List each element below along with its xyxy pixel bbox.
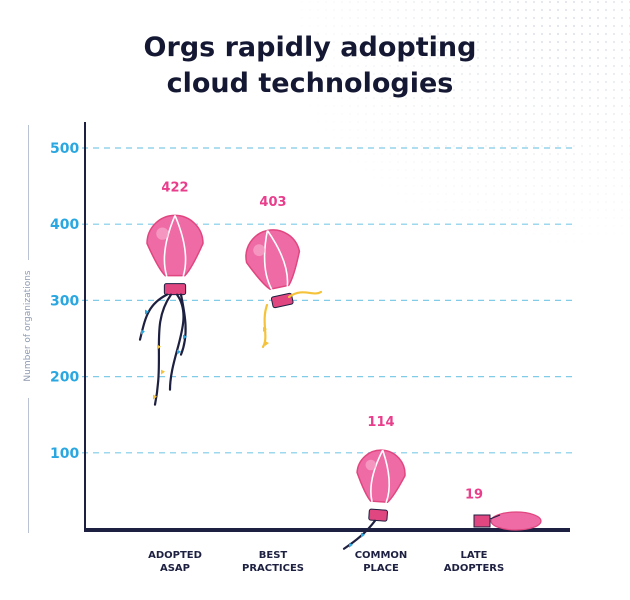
x-tick-label: BEST [259,550,288,561]
rope-flag [183,334,187,340]
balloon-highlight [365,459,377,471]
balloon-highlight [156,227,169,240]
rope-flag [177,349,181,355]
balloon-rope [168,293,185,391]
rope-flag [349,542,353,548]
balloon-envelope [356,449,406,504]
data-mark-1 [245,229,323,349]
data-mark-0 [138,214,204,406]
rope-flag [157,344,161,350]
balloon-stripe [263,230,273,290]
rope-flag [263,326,267,332]
y-tick-label: 100 [50,446,79,462]
rope-flag [145,309,149,315]
balloon-rope [138,293,169,341]
balloon-stripe [381,449,391,503]
y-axis-label-rule-top [28,125,29,260]
balloon-envelope [146,214,204,277]
balloon-basket [473,514,491,528]
chart-title-line-2: cloud technologies [166,68,454,99]
balloon-stripe [163,215,176,276]
rope-flag [161,369,165,375]
balloon-rope [179,293,187,356]
y-tick-label: 500 [50,141,79,157]
dotted-background-decoration [300,0,630,260]
balloon-rope [153,293,173,406]
chart-title-line-1: Orgs rapidly adopting [143,32,477,63]
x-tick-label: PLACE [363,563,399,574]
balloon-cord [489,514,501,520]
balloon-basket [163,283,187,296]
data-mark-2 [342,449,406,550]
balloon-envelope [245,229,301,291]
balloon-shape [245,229,301,309]
balloon-rope [261,303,269,349]
y-tick-label: 200 [50,370,79,386]
data-label: 114 [367,415,394,430]
balloon-stripe [174,215,187,276]
balloon-shape [146,214,204,296]
balloon-rope [287,290,323,299]
x-tick-label: ADOPTED [148,550,202,561]
balloon-highlight [253,244,266,257]
x-tick-label: COMMON [355,550,408,561]
y-tick-label: 400 [50,217,79,233]
balloon-envelope [490,511,542,531]
rope-flag [361,532,365,538]
y-tick-label: 300 [50,293,79,309]
chart-title: Orgs rapidly adopting cloud technologies [110,30,510,102]
balloon-stripe [266,230,289,286]
rope-flag [141,329,145,335]
x-tick-label: LATE [461,550,488,561]
rope-flag [153,394,157,400]
balloon-basket [270,292,294,309]
balloon-stripe [370,449,384,502]
data-mark-3 [473,511,542,531]
balloon-basket [368,508,388,522]
x-tick-label: ASAP [160,563,190,574]
rope-flag [265,340,269,346]
balloon-shape [356,449,406,522]
balloon-rope [342,519,377,550]
x-tick-label: ADOPTERS [444,563,504,574]
y-axis-label-rule-bottom [28,398,29,533]
data-label: 19 [465,488,483,503]
x-tick-label: PRACTICES [242,563,304,574]
data-label: 403 [259,195,286,210]
data-label: 422 [161,180,188,195]
